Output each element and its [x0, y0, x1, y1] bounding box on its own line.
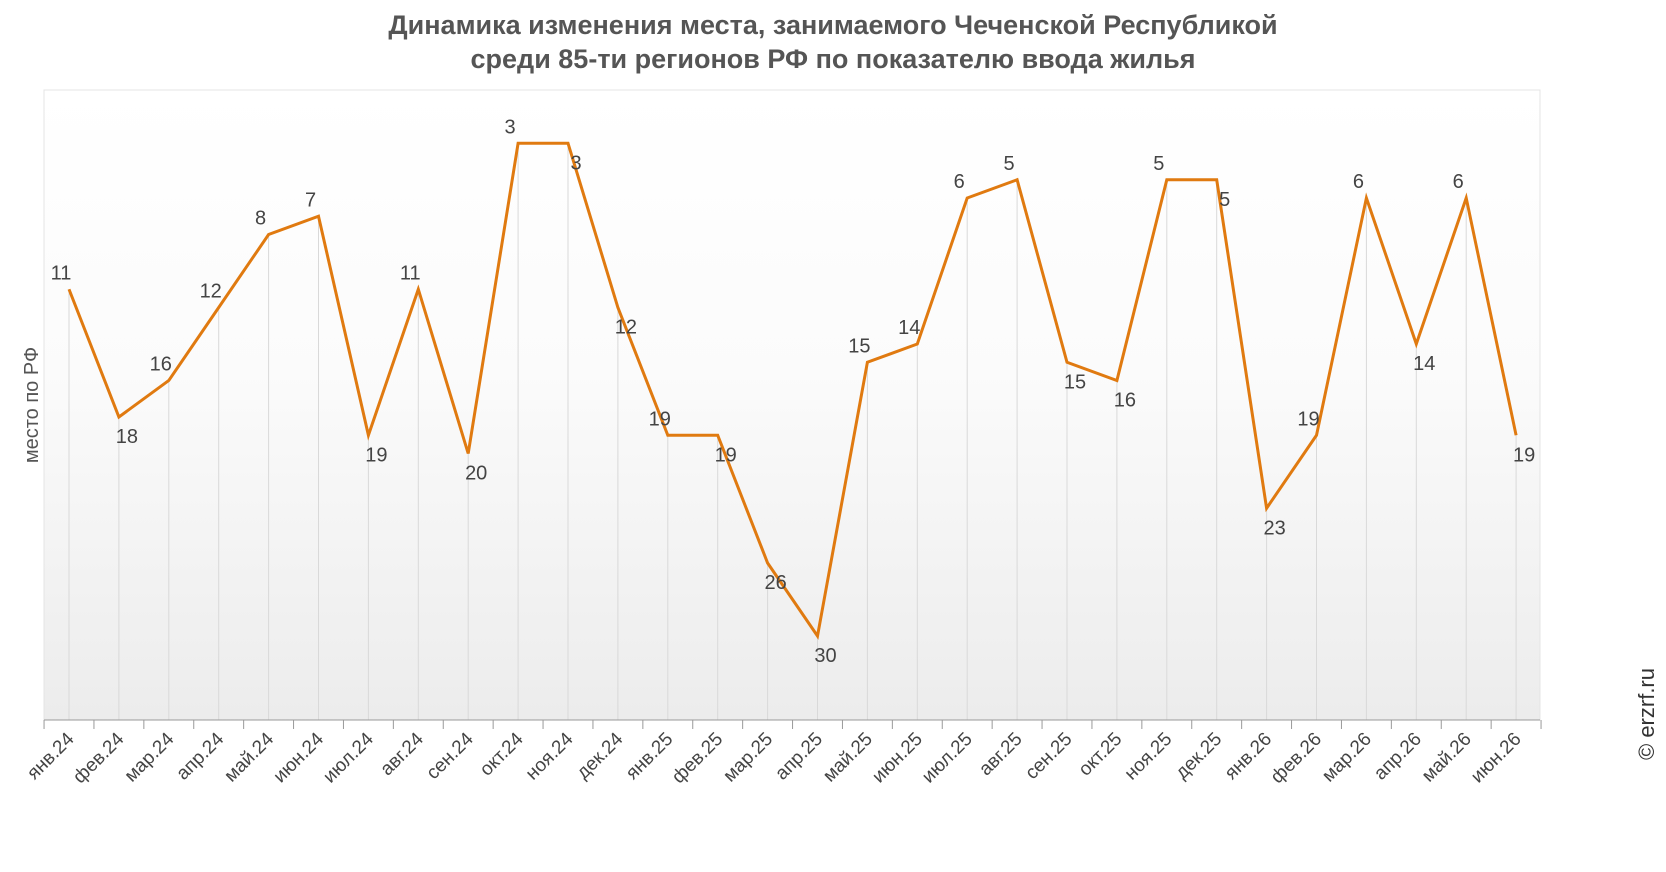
x-tick-label-июн.25: июн.25: [868, 729, 927, 788]
data-label-янв.24: 11: [51, 262, 72, 284]
x-tick-label-фев.26: фев.26: [1267, 729, 1326, 788]
data-label-июл.24: 19: [365, 444, 387, 466]
chart-title: Динамика изменения места, занимаемого Че…: [0, 8, 1666, 76]
series-line: [67, 141, 1518, 640]
x-tick-label-ноя.24: ноя.24: [522, 728, 578, 784]
data-label-фев.25: 19: [715, 444, 737, 466]
data-label-фев.24: 18: [116, 426, 138, 448]
x-tick-label-фев.25: фев.25: [668, 729, 727, 788]
data-label-июл.25: 6: [954, 171, 965, 193]
x-tick-label-апр.24: апр.24: [172, 728, 228, 784]
chart-title-line-1: Динамика изменения места, занимаемого Че…: [388, 10, 1278, 40]
data-label-фев.26: 19: [1297, 408, 1319, 430]
x-tick-label-мар.26: мар.26: [1318, 729, 1376, 787]
x-tick-label-янв.24: янв.24: [23, 728, 79, 784]
data-label-сен.25: 15: [1064, 371, 1086, 393]
data-label-мар.25: 26: [764, 572, 786, 594]
x-tick-label-май.26: май.26: [1418, 729, 1476, 787]
watermark: © erzrf.ru: [1634, 668, 1659, 760]
x-tick-label-окт.25: окт.25: [1075, 729, 1127, 781]
data-label-апр.25: 30: [814, 645, 836, 667]
x-tick-label-сен.25: сен.25: [1021, 729, 1076, 784]
data-label-мар.24: 16: [150, 354, 172, 376]
data-label-окт.24: 3: [505, 116, 516, 138]
data-label-апр.24: 12: [200, 281, 222, 303]
data-label-июн.26: 19: [1513, 444, 1535, 466]
x-tick-label-июл.25: июл.25: [918, 729, 977, 788]
x-tick-label-фев.24: фев.24: [69, 728, 128, 787]
x-tick-label-ноя.25: ноя.25: [1121, 729, 1177, 785]
data-label-авг.25: 5: [1004, 153, 1015, 175]
data-label-ноя.25: 5: [1153, 153, 1164, 175]
y-axis-label: место по РФ: [21, 347, 43, 463]
data-label-авг.24: 11: [400, 262, 421, 284]
x-tick-label-авг.25: авг.25: [975, 729, 1026, 780]
x-tick-label-мар.25: мар.25: [719, 729, 777, 787]
data-label-сен.24: 20: [465, 463, 487, 485]
x-tick-label-авг.24: авг.24: [376, 728, 428, 780]
x-tick-label-апр.25: апр.25: [771, 729, 827, 785]
x-tick-label-мар.24: мар.24: [121, 728, 179, 786]
x-tick-label-дек.24: дек.24: [573, 728, 628, 783]
data-label-окт.25: 16: [1114, 390, 1136, 412]
data-label-янв.25: 19: [649, 408, 671, 430]
data-label-июн.24: 7: [305, 189, 316, 211]
data-label-дек.25: 5: [1219, 189, 1230, 211]
data-label-янв.26: 23: [1263, 517, 1285, 539]
data-label-ноя.24: 3: [570, 152, 581, 174]
chart-title-line-2: среди 85-ти регионов РФ по показателю вв…: [470, 44, 1196, 74]
x-tick-label-янв.26: янв.26: [1221, 729, 1276, 784]
x-tick-label-май.24: май.24: [220, 728, 278, 786]
plot-area: [43, 89, 1541, 721]
x-tick-label-май.25: май.25: [819, 729, 877, 787]
x-tick-label-июн.26: июн.26: [1467, 729, 1526, 788]
data-label-май.26: 6: [1453, 171, 1464, 193]
x-tick-label-июл.24: июл.24: [319, 728, 378, 787]
x-tick-label-янв.25: янв.25: [622, 729, 677, 784]
x-tick-label-апр.26: апр.26: [1370, 729, 1426, 785]
data-label-апр.26: 14: [1413, 353, 1435, 375]
data-label-дек.24: 12: [615, 317, 637, 339]
data-label-май.25: 15: [848, 335, 870, 357]
x-tick-label-июн.24: июн.24: [270, 728, 329, 787]
data-label-июн.25: 14: [898, 317, 920, 339]
data-label-май.24: 8: [255, 208, 266, 230]
data-label-мар.26: 6: [1353, 171, 1364, 193]
x-tick-label-сен.24: сен.24: [423, 728, 478, 783]
x-tick-label-окт.24: окт.24: [476, 728, 528, 780]
x-tick-label-дек.25: дек.25: [1172, 729, 1227, 784]
